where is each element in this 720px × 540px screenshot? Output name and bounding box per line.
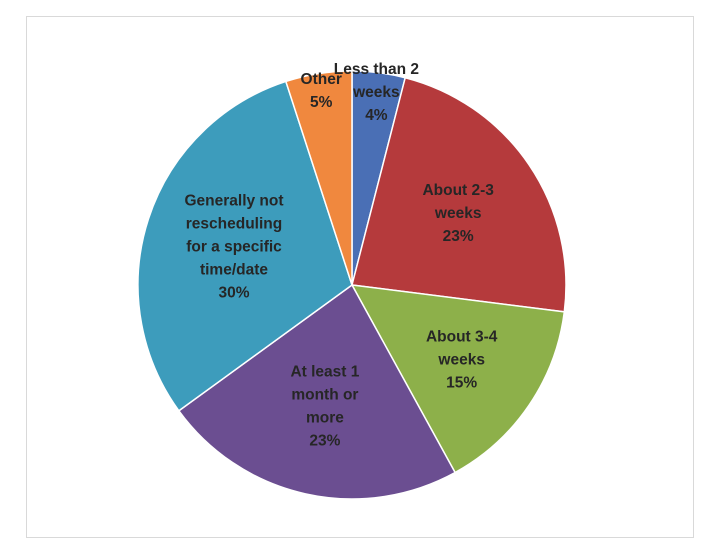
slice-label-1: About 2-3 weeks 23%	[422, 182, 494, 245]
slice-label-line: Generally not	[184, 193, 283, 210]
slice-label-5: Other 5%	[301, 71, 342, 111]
slice-label-line: 15%	[446, 375, 477, 392]
pie-slice-1	[351, 76, 567, 313]
pie-chart: Less than 2 weeks 4%About 2-3 weeks 23%About…	[137, 61, 567, 500]
slice-label-line: weeks	[434, 205, 482, 222]
slice-label-2: About 3-4 weeks 15%	[426, 329, 498, 392]
slice-label-line: Less than 2	[334, 61, 419, 78]
chart-area: Less than 2 weeks 4% About 2-3 weeks 23% About…	[26, 16, 694, 538]
slice-label-line: time/date	[200, 262, 268, 279]
slice-label-line: rescheduling	[186, 216, 282, 233]
pie-labels: Less than 2 weeks 4%About 2-3 weeks 23%About…	[184, 61, 497, 450]
slice-label-line: 23%	[309, 433, 340, 450]
slice-label-line: 4%	[365, 107, 388, 124]
slice-label-3: At least 1 month or more 23%	[290, 364, 359, 450]
slice-label-line: more	[306, 410, 344, 427]
slice-label-0: Less than 2 weeks 4%	[334, 61, 419, 124]
pie-slice-3	[177, 283, 457, 500]
slice-label-line: About 3-4	[426, 329, 498, 346]
slice-label-line: 30%	[218, 285, 249, 302]
pie-slice-2	[350, 284, 566, 474]
slice-label-line: for a specific	[186, 239, 282, 256]
pie-slices	[137, 70, 567, 500]
slice-label-line: weeks	[352, 84, 400, 101]
slice-label-line: At least 1	[290, 364, 359, 381]
slice-label-4: Generally not rescheduling for a specific t…	[184, 193, 283, 302]
pie-slice-5	[284, 70, 353, 286]
slice-label-line: month or	[291, 387, 358, 404]
slice-label-line: Other	[301, 71, 342, 88]
pie-slice-4	[137, 80, 353, 412]
slice-label-line: About 2-3	[422, 182, 494, 199]
slice-label-line: weeks	[437, 352, 485, 369]
slice-label-line: 5%	[310, 94, 333, 111]
slice-label-line: 23%	[443, 228, 474, 245]
